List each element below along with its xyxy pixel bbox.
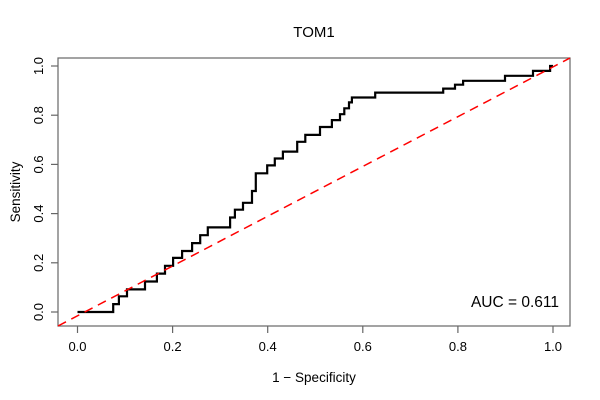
y-tick-label: 1.0 — [31, 57, 46, 75]
x-tick-label: 0.0 — [68, 339, 86, 354]
y-tick-label: 0.2 — [31, 254, 46, 272]
x-tick-label: 0.6 — [354, 339, 372, 354]
x-tick-label: 0.2 — [164, 339, 182, 354]
y-axis-label: Sensitivity — [8, 161, 23, 222]
y-axis-ticks: 0.0 0.2 0.4 0.6 0.8 1.0 — [31, 57, 58, 321]
x-axis-label: 1 − Specificity — [272, 370, 356, 385]
roc-curve — [77, 64, 553, 314]
series-layer — [57, 57, 571, 327]
x-axis-ticks: 0.0 0.2 0.4 0.6 0.8 1.0 — [68, 326, 562, 354]
x-tick-label: 0.8 — [449, 339, 467, 354]
x-tick-label: 1.0 — [544, 339, 562, 354]
y-tick-label: 0.6 — [31, 155, 46, 173]
x-tick-label: 0.4 — [259, 339, 277, 354]
chart-title: TOM1 — [293, 24, 334, 41]
y-tick-label: 0.8 — [31, 106, 46, 124]
y-tick-label: 0.0 — [31, 303, 46, 321]
chance-diagonal-line — [57, 57, 571, 327]
y-tick-label: 0.4 — [31, 205, 46, 223]
auc-annotation: AUC = 0.611 — [471, 294, 559, 311]
plot-frame — [57, 57, 571, 327]
